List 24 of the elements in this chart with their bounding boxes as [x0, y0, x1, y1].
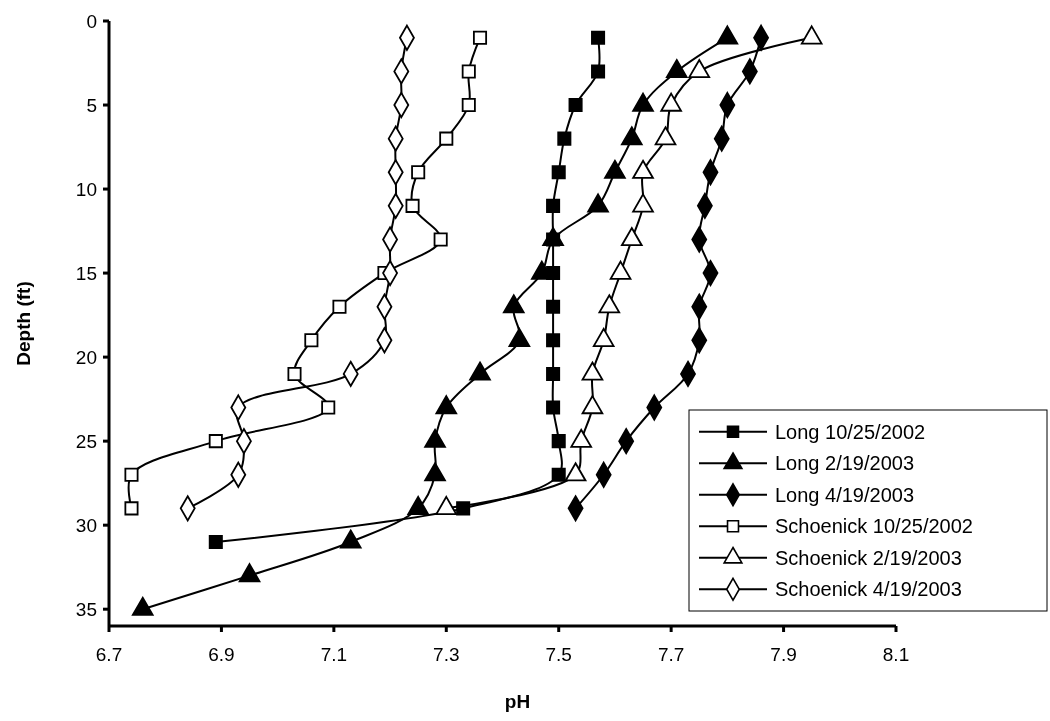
- x-tick-label: 7.1: [320, 644, 348, 665]
- y-tick-label: 0: [86, 10, 97, 32]
- y-tick-label: 10: [75, 178, 97, 200]
- x-tick-label: 7.9: [770, 644, 797, 665]
- legend-label: Schoenick 10/25/2002: [775, 515, 973, 538]
- x-tick-label: 6.7: [95, 644, 123, 665]
- y-tick-label: 5: [86, 94, 97, 116]
- x-axis-title: pH: [504, 691, 531, 712]
- y-axis-title: Depth (ft): [13, 281, 34, 366]
- legend-label: Schoenick 4/19/2003: [775, 578, 962, 601]
- x-tick-label: 6.9: [208, 644, 235, 665]
- x-tick-label: 8.1: [882, 644, 910, 665]
- y-tick-label: 25: [75, 430, 97, 452]
- legend-label: Long 2/19/2003: [775, 452, 915, 475]
- y-tick-label: 20: [75, 346, 97, 368]
- y-tick-label: 35: [75, 598, 97, 620]
- x-tick-label: 7.3: [433, 644, 460, 665]
- legend-label: Long 4/19/2003: [775, 483, 915, 506]
- legend-label: Long 10/25/2002: [775, 420, 926, 443]
- y-tick-label: 30: [75, 514, 97, 536]
- x-tick-label: 7.5: [545, 644, 572, 665]
- y-tick-label: 15: [75, 262, 97, 284]
- x-tick-label: 7.7: [657, 644, 685, 665]
- legend-label: Schoenick 2/19/2003: [775, 546, 962, 569]
